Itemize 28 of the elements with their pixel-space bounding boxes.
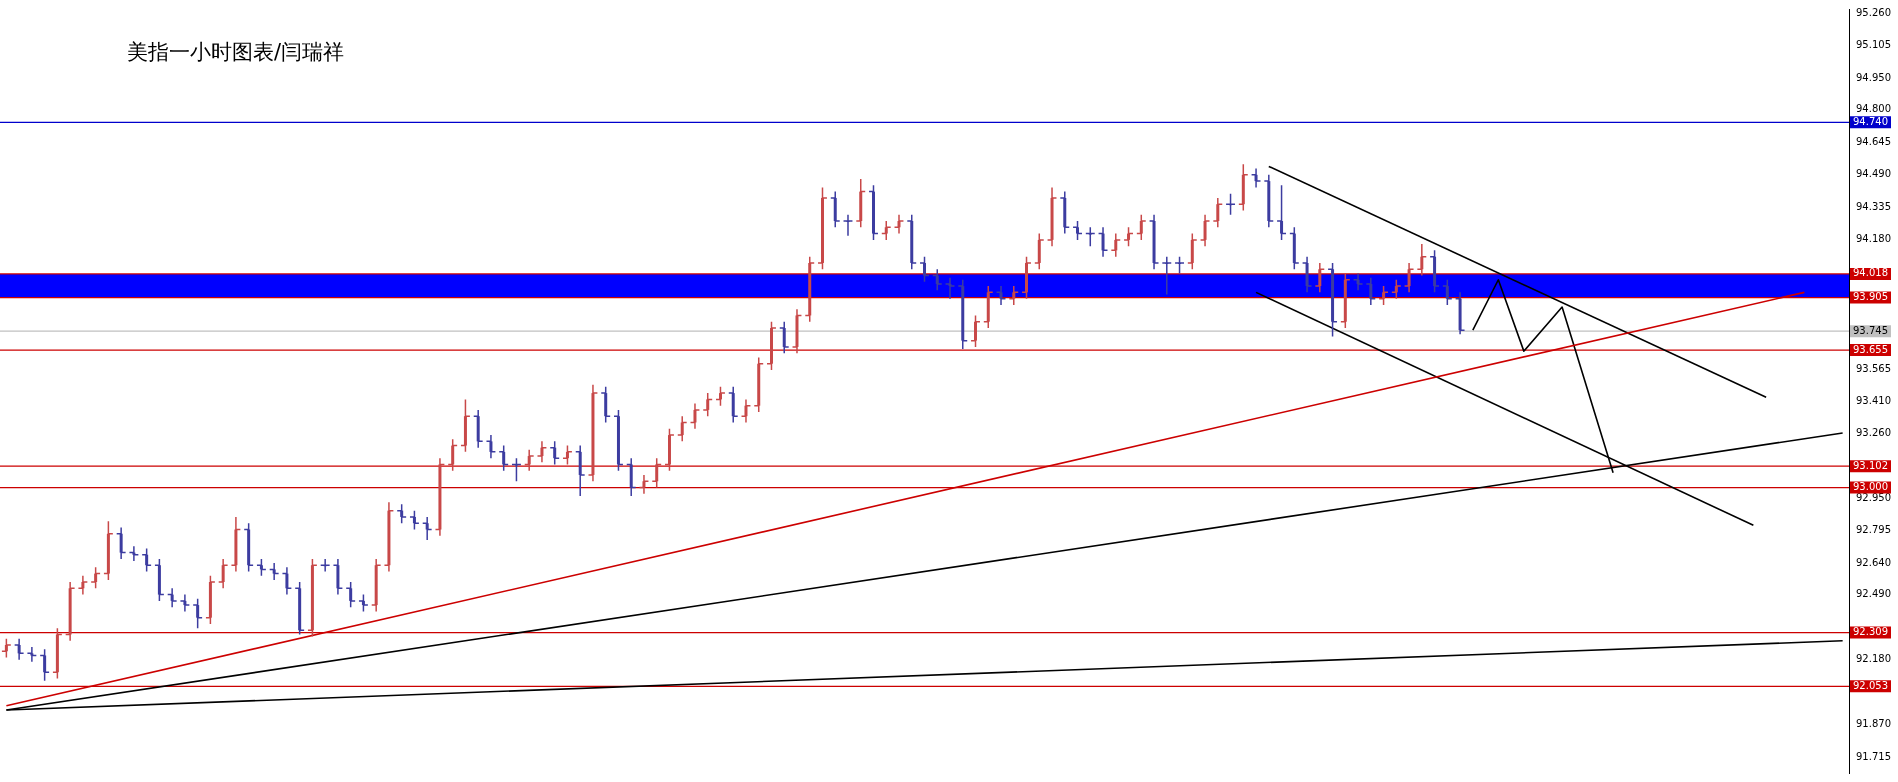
ref-line-label: 93.905 <box>1853 291 1889 303</box>
y-tick-label: 95.260 <box>1856 6 1892 18</box>
ref-line-label: 93.745 <box>1853 324 1889 336</box>
y-tick-label: 93.565 <box>1856 362 1892 374</box>
ref-line-label: 93.000 <box>1853 481 1889 493</box>
text: 美指一小时图表/闫瑞祥 <box>127 39 345 66</box>
y-tick-label: 92.640 <box>1856 556 1892 568</box>
y-tick-label: 94.335 <box>1856 200 1892 212</box>
y-tick-label: 91.870 <box>1856 718 1892 730</box>
y-tick-label: 91.715 <box>1856 750 1892 762</box>
ref-line-label: 93.102 <box>1853 459 1889 471</box>
ref-line-label: 92.053 <box>1853 679 1889 691</box>
y-tick-label: 92.490 <box>1856 588 1892 600</box>
y-tick-label: 93.410 <box>1856 395 1892 407</box>
y-tick-label: 94.950 <box>1856 71 1892 83</box>
y-tick-label: 92.180 <box>1856 653 1892 665</box>
y-tick-label: 94.490 <box>1856 168 1892 180</box>
y-tick-label: 94.645 <box>1856 135 1892 147</box>
ref-line-label: 93.655 <box>1853 343 1889 355</box>
y-tick-label: 94.800 <box>1856 103 1892 115</box>
y-tick-label: 92.950 <box>1856 491 1892 503</box>
y-tick-label: 93.260 <box>1856 426 1892 438</box>
ref-line-label: 94.018 <box>1853 267 1889 279</box>
y-tick-label: 94.180 <box>1856 233 1892 245</box>
y-tick-label: 95.105 <box>1856 39 1892 51</box>
ref-line-label: 94.740 <box>1853 115 1889 127</box>
ref-line-label: 92.309 <box>1853 626 1889 638</box>
y-tick-label: 92.795 <box>1856 524 1892 536</box>
